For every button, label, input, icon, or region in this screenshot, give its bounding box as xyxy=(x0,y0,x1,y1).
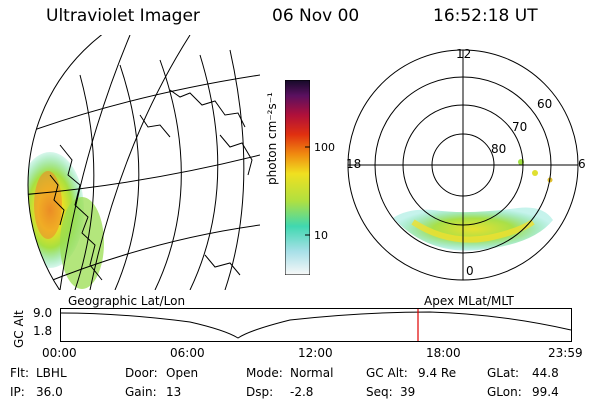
color-scale-bar xyxy=(285,80,310,275)
app-title: Ultraviolet Imager xyxy=(46,6,200,26)
x-tick-2359: 23:59 xyxy=(548,346,583,360)
gain-label: Gain: xyxy=(125,385,157,399)
ip-label: IP: xyxy=(10,385,25,399)
colorbar-tick-10: 10 xyxy=(314,229,328,242)
gc-alt-label: GC Alt: xyxy=(366,366,408,380)
colorbar-unit-label: photon cm⁻²s⁻¹ xyxy=(265,92,279,185)
x-tick-0600: 06:00 xyxy=(170,346,205,360)
y-tick-9: 9.0 xyxy=(33,306,53,320)
glon-value: 99.4 xyxy=(532,385,559,399)
mlt-label-6: 6 xyxy=(578,157,586,171)
gain-value: 13 xyxy=(166,385,182,399)
y-tick-1-8: 1.8 xyxy=(33,324,53,338)
flt-label: Flt: xyxy=(10,366,29,380)
flt-value: LBHL xyxy=(36,366,67,380)
time-readout: 16:52:18 UT xyxy=(433,6,538,26)
mode-value: Normal xyxy=(290,366,334,380)
apex-label: Apex MLat/MLT xyxy=(424,294,514,308)
dsp-label: Dsp: xyxy=(246,385,274,399)
gc-alt-axis-title: GC Alt xyxy=(12,310,26,348)
geographic-label: Geographic Lat/Lon xyxy=(68,294,186,308)
gc-alt-value: 9.4 Re xyxy=(418,366,457,380)
mode-label: Mode: xyxy=(246,366,283,380)
seq-label: Seq: xyxy=(366,385,393,399)
colorbar-tick-100: 100 xyxy=(314,141,335,154)
x-tick-1800: 18:00 xyxy=(426,346,461,360)
mlt-label-0: 0 xyxy=(466,264,474,278)
x-tick-0000: 00:00 xyxy=(42,346,77,360)
door-value: Open xyxy=(166,366,199,380)
ip-value: 36.0 xyxy=(36,385,63,399)
mlt-label-18: 18 xyxy=(346,157,362,171)
dsp-value: -2.8 xyxy=(290,385,314,399)
lat-label-60: 60 xyxy=(537,97,553,111)
glon-label: GLon: xyxy=(487,385,522,399)
altitude-timeline-chart[interactable] xyxy=(60,308,572,342)
date-readout: 06 Nov 00 xyxy=(272,6,360,26)
glat-value: 44.8 xyxy=(532,366,559,380)
x-tick-1200: 12:00 xyxy=(298,346,333,360)
lat-label-70: 70 xyxy=(512,120,528,134)
geographic-globe-image[interactable] xyxy=(20,35,260,290)
mlt-label-12: 12 xyxy=(456,47,472,61)
glat-label: GLat: xyxy=(487,366,520,380)
lat-label-80: 80 xyxy=(491,142,507,156)
seq-value: 39 xyxy=(400,385,416,399)
polar-mlt-plot[interactable] xyxy=(338,40,588,290)
door-label: Door: xyxy=(125,366,158,380)
